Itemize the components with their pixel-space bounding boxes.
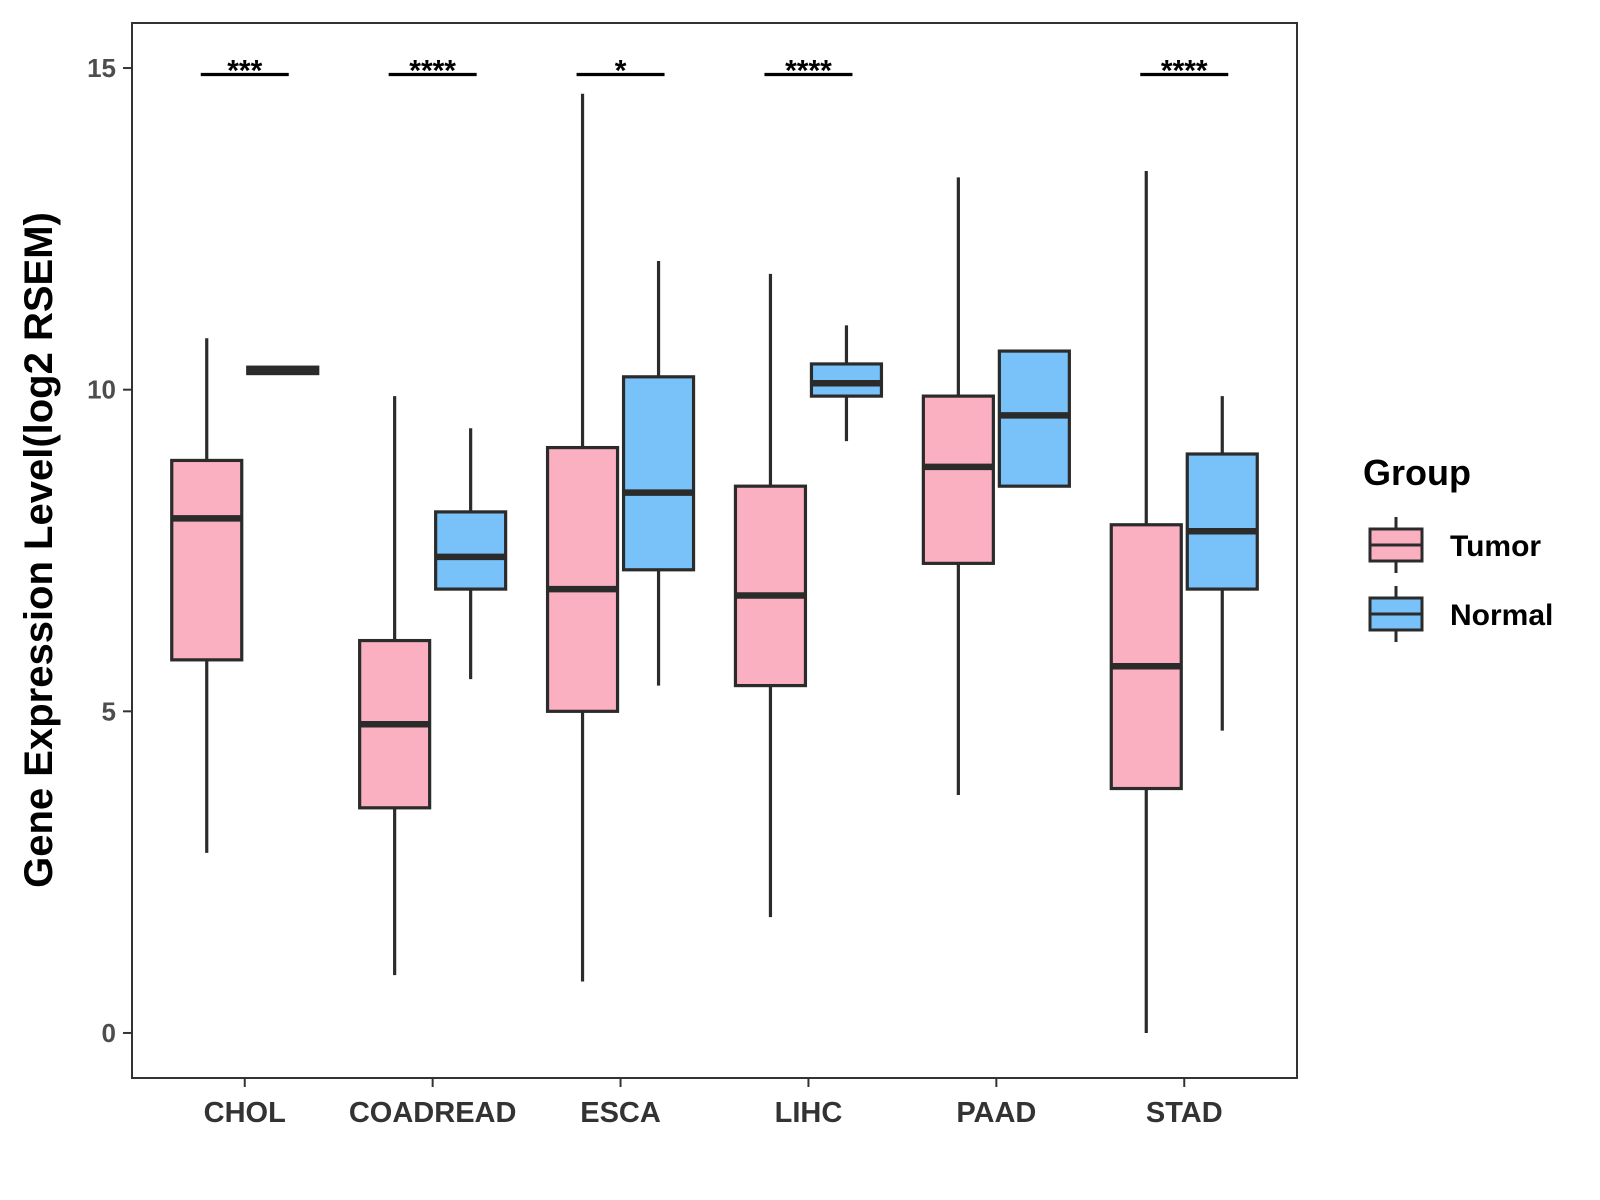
box-iqr [545,445,620,713]
box-normal-paad [997,349,1071,488]
box-tumor-coadread [358,396,432,976]
box-normal-stad [1185,396,1259,731]
box-tumor-chol [170,338,244,853]
plot-panel [131,22,1298,1079]
legend-label: Tumor [1450,530,1541,563]
legend-label: Normal [1450,599,1553,632]
box-normal-coadread [434,428,508,680]
y-axis: 0 5 10 15 [87,53,132,1048]
legend-title: Group [1363,452,1471,493]
box-iqr [621,375,696,572]
y-tick-label: 5 [102,696,116,726]
box-normal-chol [246,365,320,376]
box-tumor-lihc [733,273,808,918]
box-tumor-esca [545,93,620,982]
box-normal-lihc [809,325,884,442]
box-iqr [1185,452,1259,591]
box-tumor-paad [921,177,995,795]
y-tick-label: 10 [87,375,116,405]
significance-label: *** [227,54,262,87]
legend-item-normal: Normal [1368,586,1553,642]
x-tick-label-paad: PAAD [956,1097,1036,1129]
x-tick-label-esca: ESCA [580,1097,661,1129]
box-normal-esca [621,261,696,686]
box-iqr [733,484,808,688]
box-series [170,93,1259,1033]
significance-label: **** [1161,54,1208,87]
x-tick-label-stad: STAD [1146,1097,1223,1129]
x-tick-label-lihc: LIHC [775,1097,843,1129]
box-tumor-stad [1109,170,1183,1033]
y-tick-label: 0 [102,1018,116,1048]
x-tick-label-chol: CHOL [204,1097,286,1129]
legend-item-tumor: Tumor [1368,517,1541,573]
significance-annotations: *** **** * **** **** [200,54,1229,87]
significance-label: **** [785,54,832,87]
box-iqr [921,394,995,565]
box-iqr [1109,523,1183,791]
box-iqr [170,458,244,662]
x-tick-label-coadread: COADREAD [349,1097,517,1129]
box-iqr [434,510,508,591]
significance-label: **** [409,54,456,87]
y-tick-label: 15 [87,53,116,83]
legend: Group Tumor Normal [1363,452,1553,642]
x-axis: CHOL COADREAD ESCA LIHC PAAD STAD [204,1078,1223,1129]
y-axis-title: Gene Expression Level(log2 RSEM) [17,212,61,888]
significance-label: * [615,54,627,87]
